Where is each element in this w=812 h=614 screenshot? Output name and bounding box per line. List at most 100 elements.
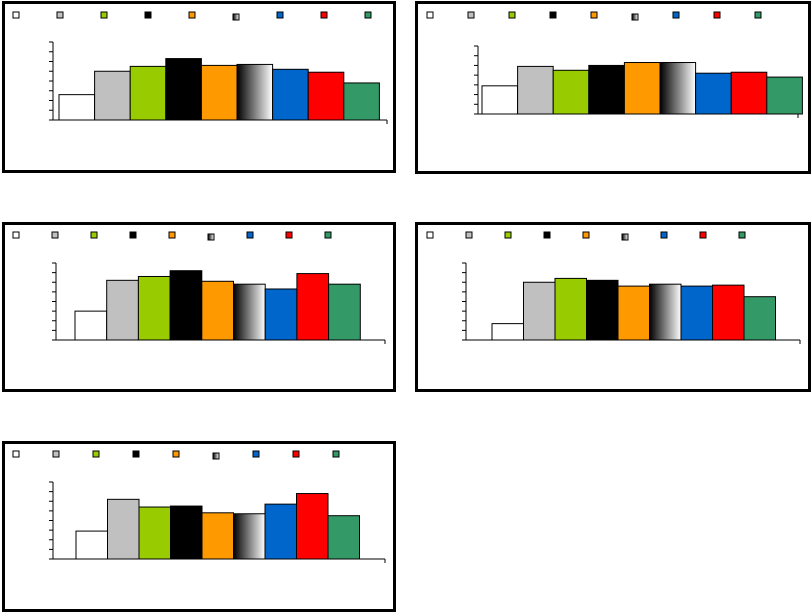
legend-swatch-2 (52, 450, 60, 458)
bar-3 (137, 275, 171, 341)
legend-swatch-7 (672, 11, 680, 19)
legend-swatch-9 (754, 11, 762, 19)
legend-swatch-3 (90, 231, 98, 239)
legend-swatch-7 (246, 231, 254, 239)
bar-5 (200, 64, 238, 121)
bar-7 (264, 503, 297, 560)
bar-6 (233, 283, 266, 341)
legend-swatch-2 (465, 231, 473, 239)
chart-panel-1 (2, 1, 396, 173)
bar-3 (552, 69, 590, 115)
bar-chart-1 (12, 11, 388, 124)
legend-swatch-3 (92, 450, 100, 458)
legend-swatch-9 (332, 450, 340, 458)
bar-9 (327, 515, 360, 560)
bar-4 (586, 279, 619, 341)
legend-swatch-8 (320, 11, 328, 19)
bar-5 (623, 62, 661, 115)
legend-swatch-1 (12, 11, 20, 19)
bar-chart-4 (426, 231, 801, 344)
legend-swatch-2 (56, 11, 64, 19)
bar-9 (743, 296, 776, 341)
legend-swatch-4 (543, 231, 551, 239)
legend-swatch-4 (132, 450, 140, 458)
legend-swatch-4 (129, 231, 137, 239)
bar-2 (106, 279, 139, 341)
legend-swatch-7 (660, 231, 668, 239)
bar-7 (680, 285, 713, 341)
legend-swatch-6 (232, 13, 240, 21)
bar-7 (264, 288, 298, 341)
legend-swatch-3 (100, 11, 108, 19)
bar-4 (588, 64, 625, 115)
legend-swatch-4 (144, 11, 152, 19)
bar-8 (712, 284, 745, 341)
legend-swatch-9 (364, 11, 372, 19)
bar-8 (730, 71, 768, 115)
legend-swatch-6 (212, 452, 220, 460)
bar-chart-3 (12, 231, 386, 344)
legend-swatch-1 (426, 231, 434, 239)
bar-1 (74, 310, 108, 341)
bar-5 (201, 280, 235, 341)
legend-swatch-8 (713, 11, 721, 19)
bar-6 (649, 283, 682, 341)
bar-2 (94, 70, 131, 121)
legend-swatch-4 (549, 11, 557, 19)
legend-swatch-6 (207, 233, 215, 241)
bar-9 (343, 82, 380, 121)
chart-panel-5 (2, 441, 396, 612)
bar-7 (695, 72, 732, 115)
legend-swatch-5 (172, 450, 180, 458)
bar-1 (58, 94, 96, 121)
legend-swatch-5 (188, 11, 196, 19)
bar-6 (233, 513, 266, 560)
bar-chart-2 (426, 11, 803, 118)
legend-swatch-3 (508, 11, 516, 19)
bar-4 (170, 505, 203, 560)
bar-2 (107, 498, 140, 560)
bar-7 (272, 68, 309, 121)
bar-3 (554, 277, 587, 341)
bar-9 (766, 76, 803, 115)
legend-swatch-2 (51, 231, 59, 239)
bar-1 (481, 85, 519, 115)
bar-6 (659, 62, 697, 115)
legend-swatch-9 (324, 231, 332, 239)
bar-2 (523, 281, 556, 341)
legend-swatch-1 (12, 231, 20, 239)
bar-4 (169, 270, 203, 341)
legend-swatch-5 (590, 11, 598, 19)
legend-swatch-5 (168, 231, 176, 239)
legend-swatch-1 (426, 11, 434, 19)
bar-chart-5 (12, 450, 386, 563)
legend-swatch-6 (631, 13, 639, 21)
legend-swatch-9 (738, 231, 746, 239)
bar-8 (307, 71, 345, 121)
legend-swatch-5 (582, 231, 590, 239)
chart-panel-2 (415, 1, 811, 174)
legend-swatch-1 (12, 450, 20, 458)
chart-panel-3 (2, 222, 396, 392)
bar-9 (328, 283, 361, 341)
bar-5 (201, 512, 234, 560)
bar-1 (491, 323, 524, 341)
legend-swatch-3 (504, 231, 512, 239)
legend-swatch-8 (699, 231, 707, 239)
bar-3 (129, 65, 167, 121)
legend-swatch-7 (276, 11, 284, 19)
legend-swatch-2 (467, 11, 475, 19)
bar-3 (138, 506, 171, 560)
legend-swatch-8 (285, 231, 293, 239)
bar-8 (296, 493, 329, 560)
bar-2 (517, 65, 554, 115)
bar-4 (165, 58, 202, 121)
bar-8 (296, 273, 330, 341)
chart-panel-4 (415, 222, 811, 392)
legend-swatch-8 (292, 450, 300, 458)
bar-1 (75, 530, 108, 560)
legend-swatch-6 (621, 233, 629, 241)
bar-5 (617, 285, 650, 341)
legend-swatch-7 (252, 450, 260, 458)
bar-6 (236, 63, 274, 121)
